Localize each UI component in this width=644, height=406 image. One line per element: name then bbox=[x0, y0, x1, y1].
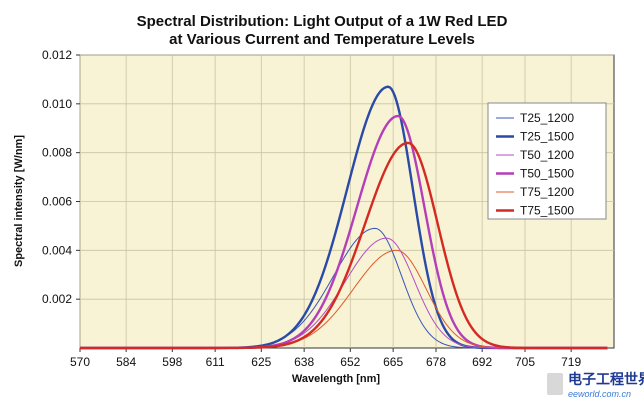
y-tick-label: 0.012 bbox=[42, 48, 72, 62]
legend-label: T25_1500 bbox=[520, 130, 574, 144]
x-tick-label: 705 bbox=[515, 355, 535, 369]
legend-label: T50_1200 bbox=[520, 148, 574, 162]
y-axis-label: Spectral intensity [W/nm] bbox=[13, 135, 25, 267]
y-tick-label: 0.002 bbox=[42, 292, 72, 306]
x-tick-label: 678 bbox=[426, 355, 446, 369]
legend-box bbox=[487, 102, 607, 220]
y-tick-label: 0.006 bbox=[42, 195, 72, 209]
legend-label: T50_1500 bbox=[520, 167, 574, 181]
x-tick-label: 692 bbox=[472, 355, 492, 369]
watermark-url: eeworld.com.cn bbox=[568, 389, 631, 399]
watermark: 电子工程世界 eeworld.com.cn bbox=[547, 371, 644, 399]
x-tick-label: 719 bbox=[561, 355, 581, 369]
y-tick-label: 0.004 bbox=[42, 243, 72, 257]
y-tick-label: 0.010 bbox=[42, 97, 72, 111]
x-tick-label: 652 bbox=[340, 355, 360, 369]
series-lines bbox=[80, 85, 608, 350]
chart-subtitle: at Various Current and Temperature Level… bbox=[169, 31, 475, 48]
legend-label: T25_1200 bbox=[520, 111, 574, 125]
x-tick-label: 625 bbox=[251, 355, 271, 369]
legend-label: T75_1200 bbox=[520, 185, 574, 199]
y-tick-labels: 0.002 0.004 0.006 0.008 0.010 0.012 bbox=[42, 48, 72, 306]
y-tick-label: 0.008 bbox=[42, 146, 72, 160]
x-tick-label: 584 bbox=[116, 355, 136, 369]
x-tick-label: 611 bbox=[206, 355, 225, 369]
legend: T25_1200 T25_1500 T50_1200 T50_1500 T75_1200… bbox=[487, 102, 607, 220]
x-tick-labels: 570 584 598 611 625 638 652 665 678 692 705 719 bbox=[70, 355, 581, 369]
x-tick-label: 598 bbox=[162, 355, 182, 369]
x-tick-label: 665 bbox=[383, 355, 403, 369]
x-axis-label: Wavelength [nm] bbox=[292, 373, 381, 385]
x-tick-label: 638 bbox=[294, 355, 314, 369]
x-tick-label: 570 bbox=[70, 355, 90, 369]
watermark-logo: 电子工程世界 bbox=[568, 371, 644, 387]
watermark-emblem-icon bbox=[547, 373, 563, 395]
legend-label: T75_1500 bbox=[520, 204, 574, 218]
series-line-t75-1500 bbox=[80, 141, 608, 350]
chart-title: Spectral Distribution: Light Output of a… bbox=[137, 13, 508, 30]
